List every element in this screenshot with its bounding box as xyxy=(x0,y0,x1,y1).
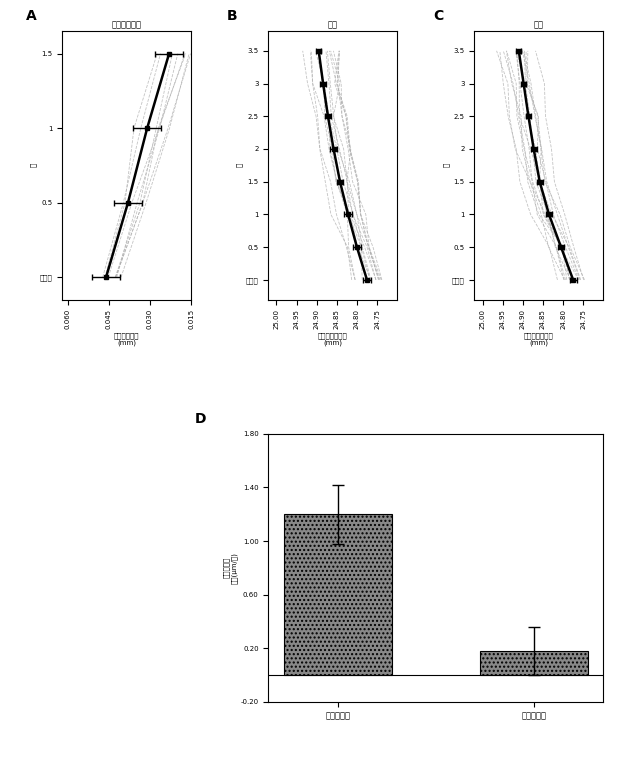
Title: 試験: 試験 xyxy=(328,20,338,29)
Bar xyxy=(480,651,588,675)
X-axis label: 正視眼の眼軸長
(mm): 正視眼の眼軸長 (mm) xyxy=(318,332,348,346)
Title: 左眼の近視化: 左眼の近視化 xyxy=(111,20,142,29)
Y-axis label: 月: 月 xyxy=(30,163,37,168)
X-axis label: 正視眼の眼軸長
(mm): 正視眼の眼軸長 (mm) xyxy=(524,332,554,346)
Y-axis label: 月: 月 xyxy=(236,163,243,168)
Title: 対照: 対照 xyxy=(534,20,544,29)
Text: B: B xyxy=(227,9,238,23)
Text: A: A xyxy=(26,9,37,23)
X-axis label: 眼軸長増加量
(mm): 眼軸長増加量 (mm) xyxy=(114,332,139,346)
Bar xyxy=(284,514,392,675)
Y-axis label: 月: 月 xyxy=(443,163,449,168)
Text: C: C xyxy=(434,9,443,23)
Y-axis label: 眼軸長増加
速度(μm/日): 眼軸長増加 速度(μm/日) xyxy=(223,552,238,583)
Text: D: D xyxy=(195,412,206,426)
